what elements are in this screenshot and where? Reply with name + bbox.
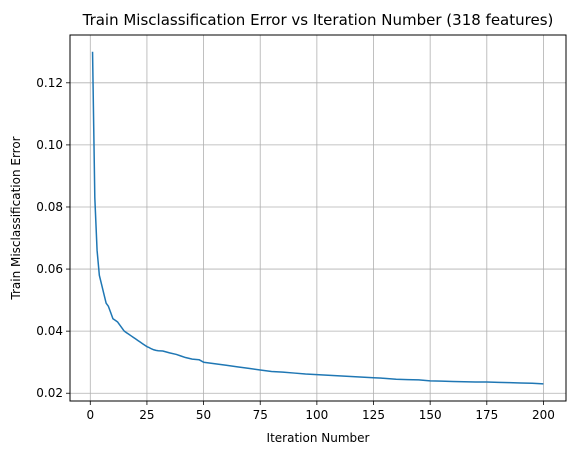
series-line — [91, 51, 544, 385]
y-tick-label: 0.08 — [36, 200, 63, 214]
x-tick-label: 0 — [86, 408, 94, 422]
y-tick-label: 0.10 — [36, 138, 63, 152]
x-tick-label: 150 — [419, 408, 442, 422]
tick-layer: 0 25 50 75 100 125 150 175 200 0.02 0.04 0.06 0.08 0.… — [36, 76, 555, 422]
x-tick-label: 75 — [253, 408, 268, 422]
x-tick-label: 200 — [532, 408, 555, 422]
y-axis-label: Train Misclassification Error — [9, 136, 23, 300]
series-layer — [91, 51, 544, 385]
x-tick-label: 175 — [475, 408, 498, 422]
y-tick-label: 0.04 — [36, 324, 63, 338]
chart-title: Train Misclassification Error vs Iterati… — [82, 11, 554, 29]
plot-frame — [69, 34, 567, 402]
x-tick-label: 50 — [196, 408, 211, 422]
y-tick-label: 0.12 — [36, 76, 63, 90]
x-axis-label: Iteration Number — [267, 431, 370, 445]
x-tick-label: 100 — [305, 408, 328, 422]
x-tick-label: 125 — [362, 408, 385, 422]
y-tick-label: 0.02 — [36, 386, 63, 400]
y-tick-label: 0.06 — [36, 262, 63, 276]
grid-layer — [70, 35, 566, 401]
x-tick-label: 25 — [139, 408, 154, 422]
